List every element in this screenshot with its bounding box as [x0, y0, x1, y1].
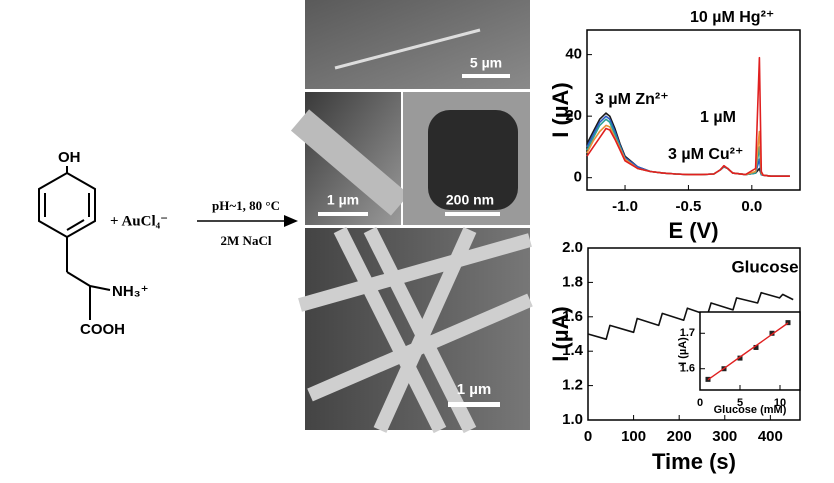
plot-frame	[699, 311, 801, 391]
condition: 2M NaCl	[221, 233, 272, 248]
x-axis-label: Glucose (mM)	[714, 404, 787, 416]
scale-label: 1 µm	[327, 192, 359, 208]
data-line	[586, 56, 790, 177]
x-tick-label: 400	[758, 428, 783, 445]
data-line	[587, 291, 794, 340]
nanowire	[334, 28, 481, 70]
y-tick-label: 1.8	[562, 273, 583, 290]
data-point	[737, 355, 743, 361]
chart-title: Glucose	[731, 257, 798, 276]
x-tick-label: 0	[697, 397, 703, 409]
annotation: 3 µM Zn²⁺	[595, 91, 669, 108]
data-line	[707, 322, 789, 381]
y-tick-label: 1.7	[680, 327, 695, 339]
x-tick-label: 200	[667, 428, 692, 445]
nanowire	[290, 109, 410, 216]
annotation: 1 µM	[700, 109, 736, 126]
plot-frame	[586, 29, 801, 191]
x-tick-label: 300	[712, 428, 737, 445]
arrow-head	[284, 215, 298, 227]
annotation: 10 µM Hg²⁺	[690, 9, 774, 26]
y-axis-label: I (µA)	[548, 82, 573, 137]
x-tick-label: 5	[737, 397, 743, 409]
y-tick-label: 1.4	[562, 342, 584, 359]
x-tick-label: -1.0	[612, 198, 638, 215]
y-tick-label: 0	[574, 169, 582, 186]
y-tick-label: 1.2	[562, 377, 583, 394]
y-tick-label: 20	[565, 107, 582, 124]
tem-wire	[428, 110, 518, 210]
x-axis-label: Time (s)	[652, 449, 736, 474]
y-axis-label: I (µA)	[677, 337, 689, 365]
x-axis-label: E (V)	[668, 218, 718, 243]
molecule	[38, 166, 111, 320]
y-tick-label: 2.0	[562, 239, 583, 256]
y-tick-label: 1.6	[680, 363, 695, 375]
x-tick-label: -0.5	[675, 198, 701, 215]
oh-label: OH	[58, 149, 81, 166]
scale-label: 200 nm	[446, 192, 494, 208]
y-tick-label: 40	[565, 46, 582, 63]
data-point	[753, 344, 759, 350]
scale-label: 5 µm	[470, 55, 502, 71]
y-axis-label: I (µA)	[548, 306, 573, 361]
x-tick-label: 100	[621, 428, 646, 445]
amine-label: NH₃⁺	[112, 283, 149, 300]
annotation: 3 µM Cu²⁺	[668, 146, 743, 163]
x-tick-label: 10	[774, 397, 786, 409]
data-point	[785, 320, 791, 326]
acid-label: COOH	[80, 321, 125, 338]
condition: pH~1, 80 °C	[212, 198, 280, 213]
x-tick-label: 0.0	[741, 198, 762, 215]
reagent: + AuCl₄⁻	[110, 213, 168, 229]
x-tick-label: 0	[584, 428, 592, 445]
y-tick-label: 1.0	[562, 411, 583, 428]
y-tick-label: 1.6	[562, 308, 583, 325]
scale-bars	[318, 74, 510, 407]
nanowires	[298, 226, 533, 434]
data-point	[769, 330, 775, 336]
scale-label: 1 µm	[457, 381, 492, 398]
